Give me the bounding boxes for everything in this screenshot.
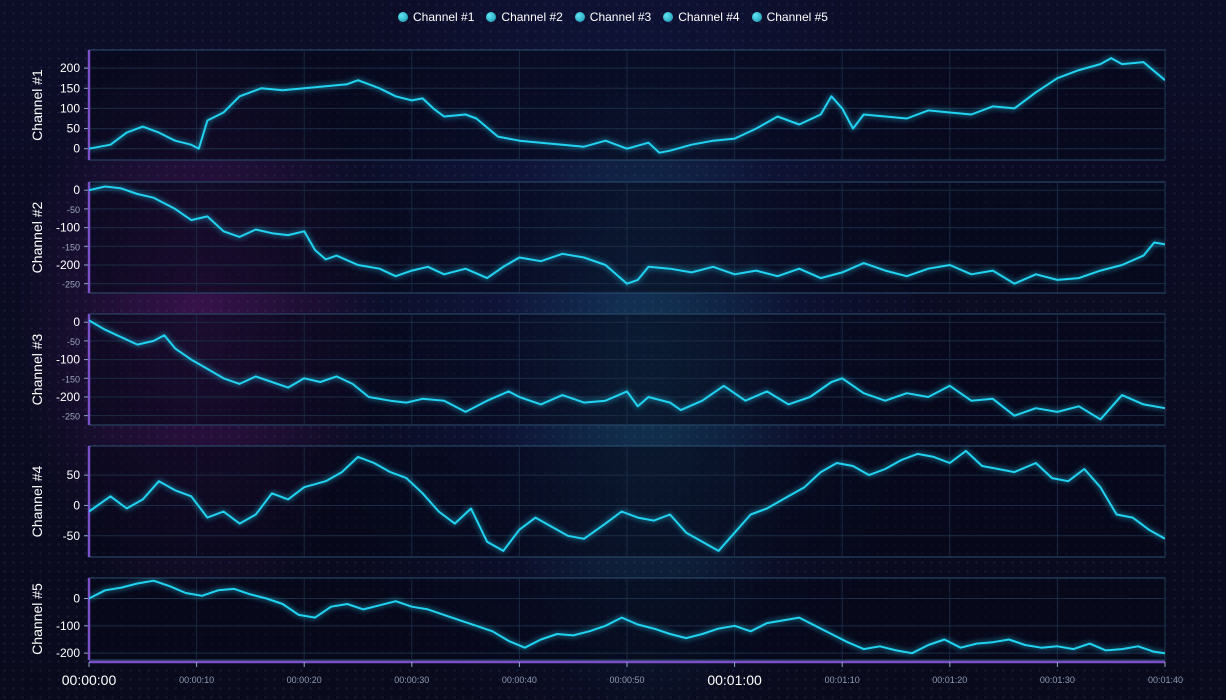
legend-marker-icon xyxy=(751,12,762,22)
y-tick-label: 0 xyxy=(73,315,80,329)
y-axis-title: Channel #5 xyxy=(29,583,45,655)
y-tick-label: 0 xyxy=(73,592,80,606)
legend-marker-icon xyxy=(398,12,409,22)
y-axis-title: Channel #3 xyxy=(29,333,45,405)
y-tick-label: -250 xyxy=(62,412,80,422)
y-tick-label: -250 xyxy=(62,280,80,290)
y-tick-label: 50 xyxy=(67,122,81,136)
series-line-channel-3 xyxy=(89,319,1165,421)
y-tick-label: -50 xyxy=(67,337,80,347)
legend-item-channel-3[interactable]: Channel #3 xyxy=(574,10,652,24)
channel-panel-4: 50 0 -50 Channel #4 xyxy=(29,445,1166,558)
legend-item-channel-4[interactable]: Channel #4 xyxy=(663,10,740,24)
legend: Channel #1 Channel #2 Channel #3 Channel… xyxy=(0,10,1226,24)
y-tick-label: 200 xyxy=(60,61,80,75)
legend-marker-icon xyxy=(663,12,674,22)
legend-marker-icon xyxy=(486,12,497,22)
x-tick-label: 00:01:00 xyxy=(707,672,762,688)
y-tick-label: 150 xyxy=(60,81,80,95)
channel-panel-1: 0 50 100 150 200 Channel #1 xyxy=(29,49,1166,161)
series-line-channel-1 xyxy=(89,57,1165,154)
legend-item-channel-1[interactable]: Channel #1 xyxy=(398,10,474,24)
series-line-channel-4 xyxy=(89,449,1165,552)
y-tick-label: -100 xyxy=(56,221,80,235)
series-line-channel-5 xyxy=(89,579,1165,655)
series-line-channel-2 xyxy=(89,185,1165,285)
x-tick-label: 00:00:30 xyxy=(394,675,429,685)
y-tick-label: -50 xyxy=(63,529,81,543)
legend-label: Channel #3 xyxy=(589,10,652,24)
y-tick-label: -150 xyxy=(62,242,80,252)
legend-label: Channel #2 xyxy=(501,10,563,24)
y-tick-label: -200 xyxy=(56,646,80,660)
x-tick-label: 00:00:10 xyxy=(179,675,214,685)
y-tick-label: 100 xyxy=(60,101,80,115)
y-tick-label: 0 xyxy=(73,498,80,512)
legend-marker-icon xyxy=(574,12,585,22)
y-tick-label: 0 xyxy=(73,183,80,197)
y-tick-label: -200 xyxy=(56,258,80,272)
y-axis-title: Channel #4 xyxy=(29,465,45,537)
y-axis-title: Channel #2 xyxy=(29,201,45,273)
x-tick-label: 00:00:00 xyxy=(62,672,117,688)
x-tick-label: 00:00:50 xyxy=(609,675,644,685)
y-tick-label: -100 xyxy=(56,353,80,367)
y-axis-title: Channel #1 xyxy=(29,69,45,141)
y-tick-label: -100 xyxy=(56,619,80,633)
y-tick-label: -150 xyxy=(62,374,80,384)
channel-panel-5: 0 -100 -200 Channel #5 xyxy=(29,577,1166,661)
legend-item-channel-2[interactable]: Channel #2 xyxy=(486,10,563,24)
y-tick-label: 0 xyxy=(73,142,80,156)
x-tick-label: 00:00:40 xyxy=(502,675,537,685)
legend-label: Channel #1 xyxy=(413,10,475,24)
x-tick-label: 00:01:20 xyxy=(932,675,967,685)
x-tick-label: 00:01:40 xyxy=(1148,675,1183,685)
y-tick-label: -200 xyxy=(56,390,80,404)
legend-item-channel-5[interactable]: Channel #5 xyxy=(751,10,828,24)
x-tick-label: 00:00:20 xyxy=(287,675,322,685)
y-tick-label: -50 xyxy=(67,205,80,215)
channel-panel-3: 0 -50 -100 -150 -200 -250 Channel #3 xyxy=(29,313,1166,426)
x-axis: 00:00:00 00:00:10 00:00:20 00:00:30 00:00:40… xyxy=(62,660,1183,688)
legend-label: Channel #4 xyxy=(678,10,740,24)
channel-panel-2: 0 -50 -100 -150 -200 -250 Channel #2 xyxy=(29,181,1166,294)
x-tick-label: 00:01:30 xyxy=(1040,675,1075,685)
x-tick-label: 00:01:10 xyxy=(825,675,860,685)
legend-label: Channel #5 xyxy=(766,10,828,24)
y-tick-label: 50 xyxy=(67,468,81,482)
